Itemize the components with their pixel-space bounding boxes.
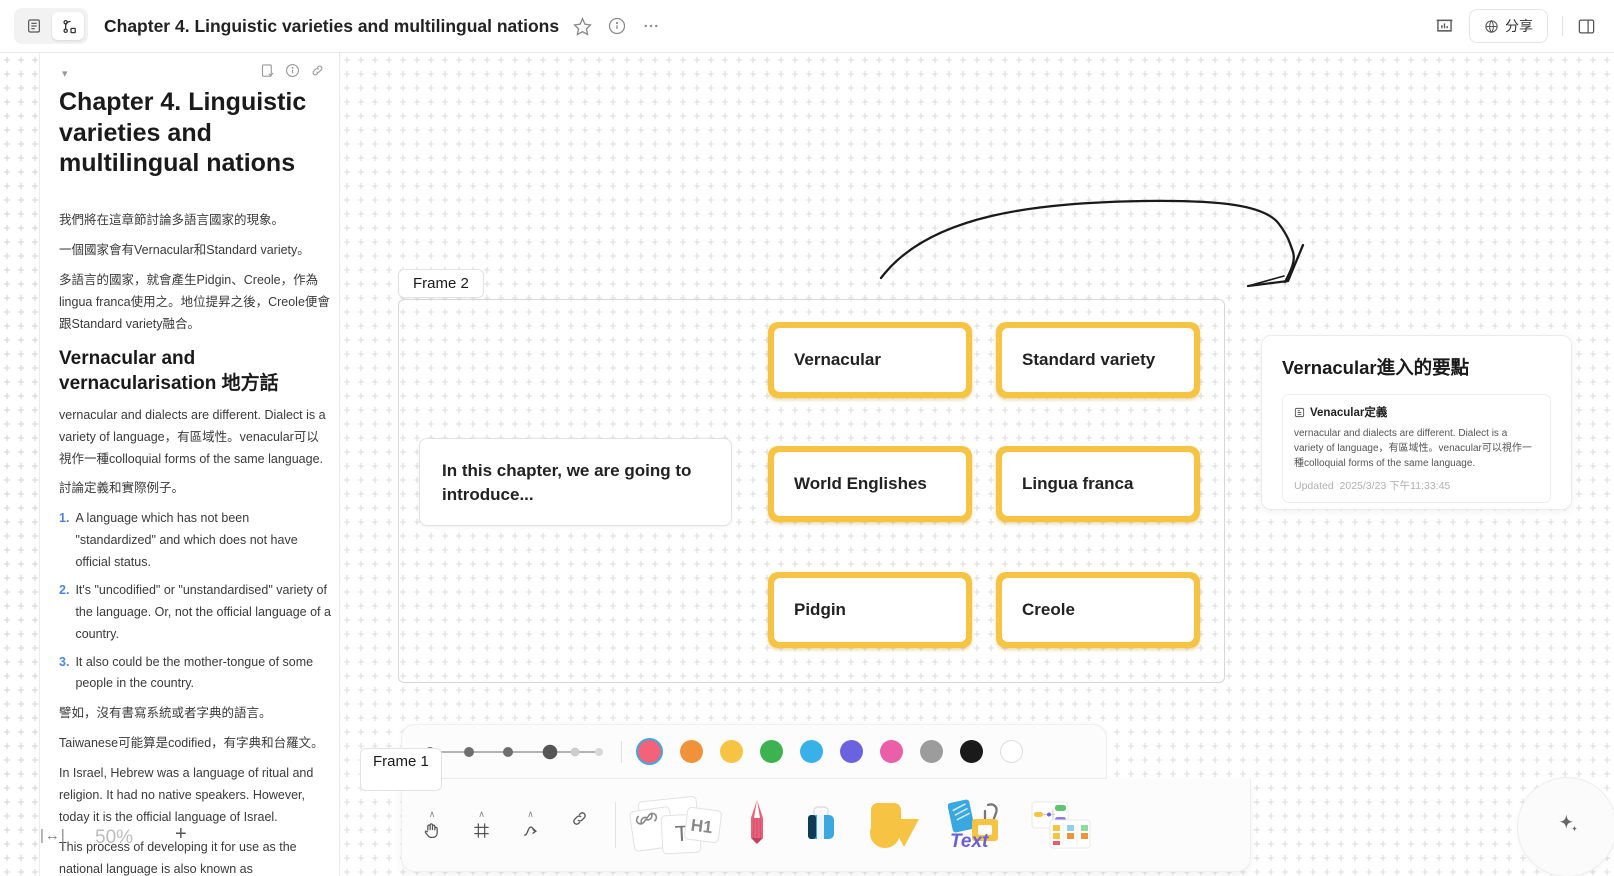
svg-text:H1: H1: [690, 816, 714, 838]
svg-text:Text: Text: [950, 831, 989, 851]
